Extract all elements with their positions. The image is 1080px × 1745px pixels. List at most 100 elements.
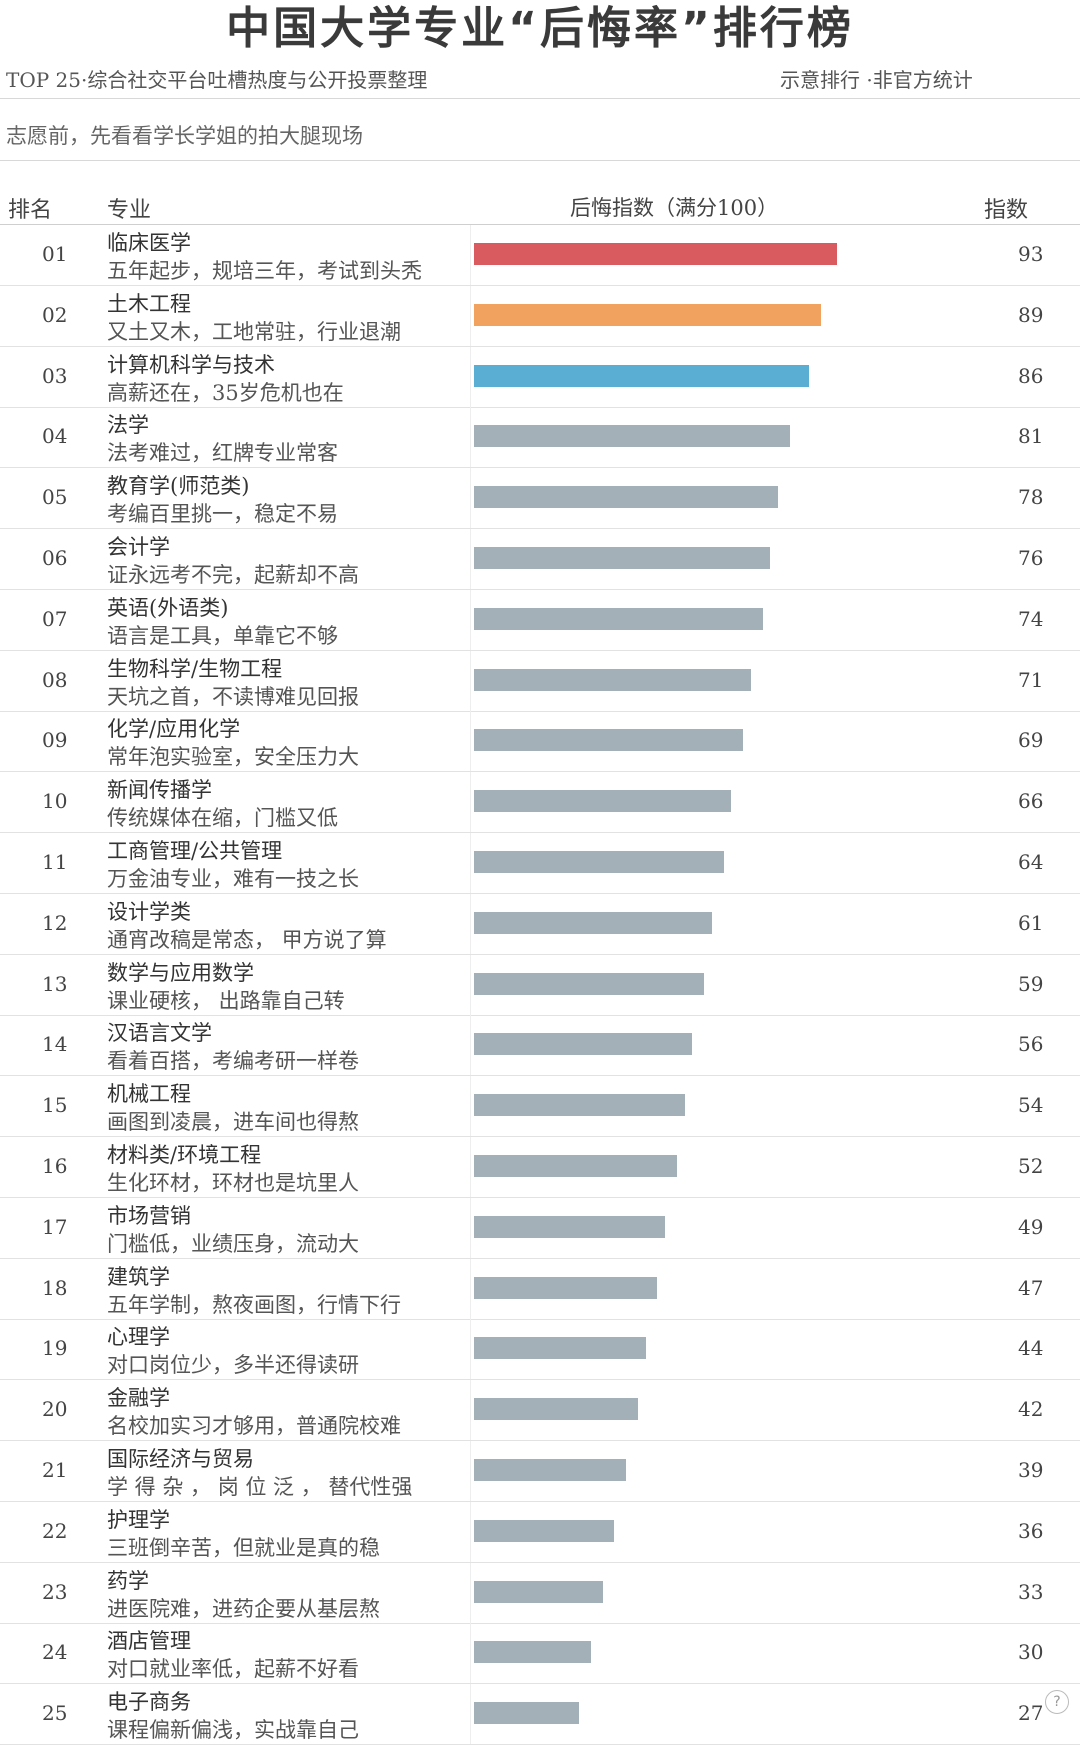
divider-line: [0, 98, 1080, 99]
regret-value: 44: [1018, 1336, 1044, 1361]
rank-label: 03: [42, 363, 68, 388]
header-index: 后悔指数（满分100）: [570, 196, 779, 220]
column-divider: [470, 1562, 471, 1623]
column-divider: [470, 225, 471, 285]
column-divider: [470, 1076, 471, 1137]
regret-value: 78: [1018, 485, 1044, 510]
major-name: 工商管理/公共管理: [107, 839, 283, 863]
major-name: 护理学: [107, 1507, 170, 1532]
major-name: 会计学: [107, 535, 170, 559]
regret-value: 61: [1018, 910, 1044, 935]
rank-label: 10: [42, 789, 68, 814]
table-row: 24 酒店管理 对口就业率低，起薪不好看 30: [0, 1623, 1080, 1685]
table-row: 17 市场营销 门槛低，业绩压身，流动大 49: [0, 1197, 1080, 1259]
major-name: 法学: [107, 413, 149, 438]
major-description: 又土又木，工地常驻，行业退潮: [107, 319, 401, 344]
major-name: 化学/应用化学: [107, 717, 241, 742]
regret-value: 36: [1018, 1518, 1044, 1543]
major-description: 进医院难，进药企要从基层熬: [107, 1596, 380, 1621]
rank-label: 16: [42, 1154, 68, 1178]
column-divider: [470, 1501, 471, 1562]
regret-value: 59: [1018, 971, 1044, 996]
regret-value: 42: [1018, 1397, 1044, 1422]
rank-label: 21: [42, 1458, 68, 1482]
regret-bar: [474, 243, 837, 265]
major-name: 药学: [107, 1568, 149, 1593]
major-name: 酒店管理: [107, 1629, 191, 1654]
disclaimer-note: 示意排行 ·非官方统计: [780, 68, 973, 92]
rank-label: 17: [42, 1214, 68, 1239]
regret-bar: [474, 1033, 693, 1056]
major-name: 心理学: [107, 1325, 170, 1350]
major-name: 新闻传播学: [107, 778, 212, 803]
rank-label: 15: [42, 1093, 68, 1118]
major-name: 设计学类: [107, 899, 191, 924]
regret-bar: [474, 851, 724, 873]
regret-value: 33: [1018, 1579, 1044, 1604]
regret-bar: [474, 1215, 666, 1238]
major-description: 学 得 杂 ， 岗 位 泛 ， 替代性强: [107, 1475, 413, 1499]
major-description: 考编百里挑一，稳定不易: [107, 502, 338, 527]
major-description: 万金油专业，难有一技之长: [107, 867, 359, 891]
regret-bar: [474, 425, 790, 448]
table-row: 06 会计学 证永远考不完，起薪却不高 76: [0, 529, 1080, 590]
major-name: 机械工程: [107, 1082, 191, 1107]
major-name: 数学与应用数学: [107, 960, 254, 985]
regret-bar: [474, 1459, 627, 1481]
column-divider: [470, 893, 471, 954]
table-row: 03 计算机科学与技术 高薪还在，35岁危机也在 86: [0, 346, 1080, 408]
regret-bar: [474, 547, 771, 569]
regret-bar: [474, 729, 744, 752]
table-row: 13 数学与应用数学 课业硬核， 出路靠自己转 59: [0, 954, 1080, 1016]
major-name: 生物科学/生物工程: [107, 656, 283, 681]
rank-label: 19: [42, 1336, 68, 1361]
major-name: 计算机科学与技术: [107, 352, 275, 377]
regret-bar: [474, 1519, 615, 1542]
header-major: 专业: [107, 198, 152, 223]
column-divider: [470, 468, 471, 529]
column-divider: [470, 407, 471, 468]
source-note: TOP 25·综合社交平台吐槽热度与公开投票整理: [6, 68, 428, 92]
rank-label: 14: [42, 1032, 68, 1057]
major-name: 建筑学: [107, 1264, 170, 1289]
major-name: 临床医学: [107, 231, 191, 255]
regret-value: 64: [1018, 850, 1044, 874]
major-description: 课业硬核， 出路靠自己转: [107, 988, 345, 1013]
regret-value: 39: [1018, 1458, 1044, 1482]
watermark-icon: ?: [1045, 1690, 1069, 1714]
table-row: 15 机械工程 画图到凌晨，进车间也得熬 54: [0, 1076, 1080, 1138]
regret-value: 71: [1018, 667, 1044, 692]
rank-label: 05: [42, 485, 68, 510]
column-divider: [470, 1441, 471, 1501]
divider-line: [0, 160, 1080, 161]
major-name: 市场营销: [107, 1203, 191, 1228]
rank-label: 18: [42, 1275, 68, 1300]
regret-value: 49: [1018, 1214, 1044, 1239]
table-row: 08 生物科学/生物工程 天坑之首，不读博难见回报 71: [0, 650, 1080, 712]
major-description: 五年学制，熬夜画图，行情下行: [107, 1292, 401, 1317]
major-description: 课程偏新偏浅，实战靠自己: [107, 1718, 359, 1743]
major-description: 看着百搭，考编考研一样卷: [107, 1049, 359, 1074]
major-description: 天坑之首，不读博难见回报: [107, 684, 359, 709]
regret-bar: [474, 1580, 603, 1603]
regret-bar: [474, 790, 732, 813]
major-name: 电子商务: [107, 1690, 191, 1715]
regret-bar: [474, 1276, 658, 1299]
column-divider: [470, 1015, 471, 1076]
rank-label: 12: [42, 910, 68, 935]
regret-value: 74: [1018, 606, 1044, 631]
regret-value: 30: [1018, 1640, 1044, 1665]
column-divider: [470, 1684, 471, 1745]
regret-value: 66: [1018, 789, 1044, 814]
column-divider: [470, 346, 471, 407]
page-title: 中国大学专业“后悔率”排行榜: [226, 3, 854, 54]
regret-bar: [474, 1155, 677, 1177]
table-row: 07 英语(外语类) 语言是工具，单靠它不够 74: [0, 589, 1080, 651]
regret-bar: [474, 668, 751, 691]
major-description: 对口就业率低，起薪不好看: [107, 1657, 359, 1682]
column-divider: [470, 833, 471, 893]
table-row: 21 国际经济与贸易学 得 杂 ， 岗 位 泛 ， 替代性强 39: [0, 1441, 1080, 1502]
major-description: 法考难过，红牌专业常客: [107, 441, 338, 466]
table-row: 12 设计学类 通宵改稿是常态， 甲方说了算 61: [0, 893, 1080, 955]
major-name: 材料类/环境工程: [107, 1143, 262, 1167]
